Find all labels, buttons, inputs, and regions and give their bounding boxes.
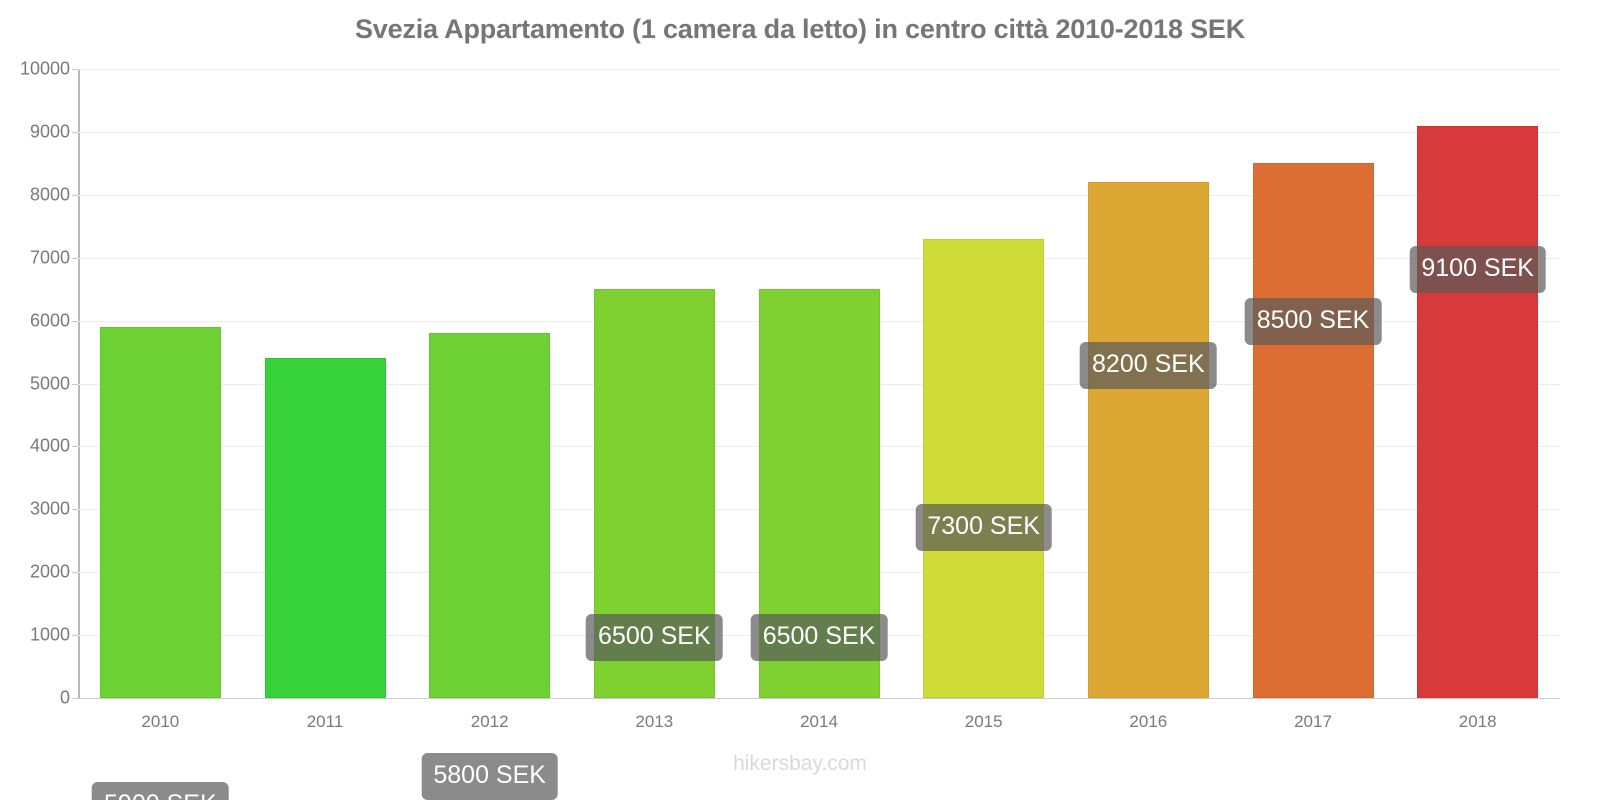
page-title: Svezia Appartamento (1 camera da letto) … xyxy=(354,14,1246,44)
y-axis-tick-label: 8000 xyxy=(29,184,70,205)
y-axis-tick-mark xyxy=(72,446,78,448)
y-axis-tick-mark xyxy=(72,383,78,385)
bar-2011[interactable] xyxy=(264,358,386,698)
y-axis-tick-label: 9000 xyxy=(29,121,70,142)
y-axis-tick-label: 4000 xyxy=(29,435,70,456)
y-axis-tick-mark xyxy=(72,320,78,322)
bar-2016[interactable] xyxy=(1087,182,1209,698)
x-axis-tick-label: 2017 xyxy=(1294,712,1332,731)
y-axis-tick-label: 2000 xyxy=(29,561,70,582)
x-axis-tick-label: 2014 xyxy=(800,712,838,731)
y-axis-tick-mark xyxy=(72,698,78,699)
plot-area xyxy=(72,69,1560,699)
x-axis-tick-label: 2011 xyxy=(306,712,344,731)
y-axis-tick-mark xyxy=(72,69,78,70)
y-axis-tick-mark xyxy=(72,131,78,133)
y-axis-tick-label: 1000 xyxy=(29,624,70,645)
bar-2012[interactable] xyxy=(429,333,551,698)
y-axis-tick-label: 10000 xyxy=(19,58,70,79)
gridline xyxy=(78,257,1560,259)
y-axis-tick-label: 5000 xyxy=(29,373,70,393)
bar-2018[interactable] xyxy=(1417,125,1539,698)
source-watermark: hikersbay.com xyxy=(733,752,867,775)
x-axis-tick-label: 2012 xyxy=(470,712,509,731)
y-axis-tick-mark xyxy=(72,194,78,196)
bar-2010[interactable] xyxy=(99,326,221,698)
gridline xyxy=(78,194,1560,196)
x-axis-tick-label: 2015 xyxy=(964,712,1003,731)
bar-2015[interactable] xyxy=(923,238,1045,698)
x-axis-tick-label: 2018 xyxy=(1458,712,1497,731)
x-axis-tick-label: 2013 xyxy=(635,712,674,731)
bar-value-label-2010: 5900 SEK xyxy=(92,781,229,800)
x-axis-tick-label: 2010 xyxy=(141,712,180,731)
x-axis-tick-label: 2016 xyxy=(1129,712,1168,731)
gridline xyxy=(78,131,1560,133)
y-axis-tick-label: 0 xyxy=(59,687,70,708)
x-axis-line xyxy=(78,698,1560,699)
y-axis-tick-label: 6000 xyxy=(29,310,70,331)
bar-2017[interactable] xyxy=(1252,163,1374,698)
y-axis-tick-mark xyxy=(72,509,78,511)
gridline xyxy=(78,69,1560,70)
bar-2013[interactable] xyxy=(593,289,715,698)
y-axis-tick-mark xyxy=(72,257,78,259)
y-axis-tick-label: 7000 xyxy=(29,247,70,268)
bar-2014[interactable] xyxy=(758,289,880,698)
y-axis-tick-mark xyxy=(72,572,78,574)
y-axis-tick-mark xyxy=(72,635,78,637)
y-axis-tick-label: 3000 xyxy=(29,498,70,519)
